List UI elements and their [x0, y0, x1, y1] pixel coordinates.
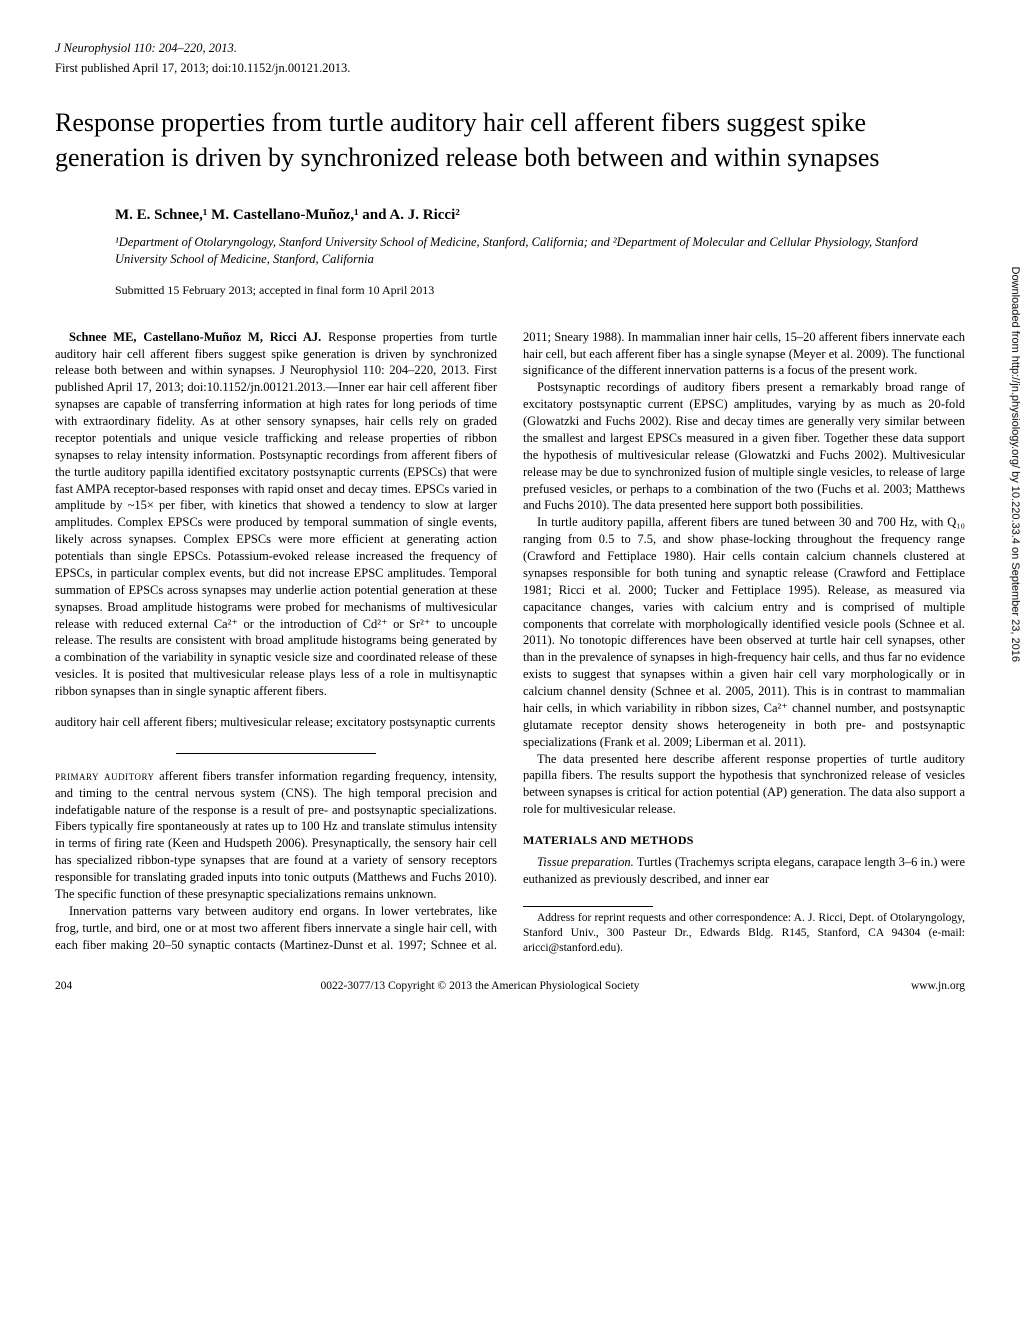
- correspondence-address: Address for reprint requests and other c…: [523, 911, 965, 956]
- page-number: 204: [55, 978, 95, 994]
- article-title: Response properties from turtle auditory…: [55, 105, 965, 175]
- affiliations: ¹Department of Otolaryngology, Stanford …: [115, 234, 965, 268]
- abstract-lead: Schnee ME, Castellano-Muñoz M, Ricci AJ.: [69, 330, 321, 344]
- keywords: auditory hair cell afferent fibers; mult…: [55, 714, 497, 731]
- intro-p5: The data presented here describe afferen…: [523, 751, 965, 819]
- page-footer: 204 0022-3077/13 Copyright © 2013 the Am…: [55, 978, 965, 994]
- abstract-body: Response properties from turtle auditory…: [55, 330, 497, 698]
- journal-header: J Neurophysiol 110: 204–220, 2013.: [55, 40, 965, 58]
- intro-lead: primary auditory: [55, 769, 155, 783]
- methods-heading: MATERIALS AND METHODS: [523, 832, 965, 848]
- methods-p1: Tissue preparation. Turtles (Trachemys s…: [523, 854, 965, 888]
- publication-info: First published April 17, 2013; doi:10.1…: [55, 60, 965, 78]
- journal-url: www.jn.org: [865, 978, 965, 994]
- correspondence-divider: [523, 906, 653, 907]
- submission-dates: Submitted 15 February 2013; accepted in …: [115, 282, 965, 299]
- abstract: Schnee ME, Castellano-Muñoz M, Ricci AJ.…: [55, 329, 497, 700]
- intro-p1: primary auditory afferent fibers transfe…: [55, 768, 497, 903]
- intro-p1-body: afferent fibers transfer information reg…: [55, 769, 497, 901]
- copyright: 0022-3077/13 Copyright © 2013 the Americ…: [95, 978, 865, 994]
- intro-p4: In turtle auditory papilla, afferent fib…: [523, 514, 965, 750]
- authors: M. E. Schnee,¹ M. Castellano-Muñoz,¹ and…: [115, 205, 965, 226]
- section-divider: [176, 753, 376, 754]
- intro-p3: Postsynaptic recordings of auditory fibe…: [523, 379, 965, 514]
- body-columns: Schnee ME, Castellano-Muñoz M, Ricci AJ.…: [55, 329, 965, 956]
- methods-lead: Tissue preparation.: [537, 855, 634, 869]
- download-watermark: Downloaded from http://jn.physiology.org…: [1006, 267, 1020, 662]
